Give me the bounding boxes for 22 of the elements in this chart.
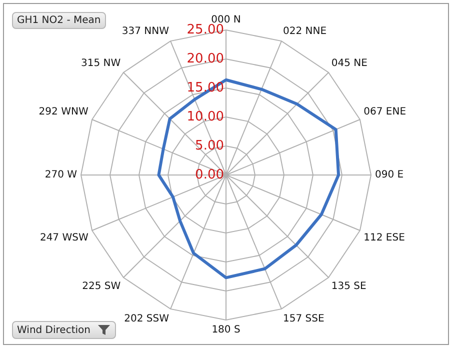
spoke-label: 270 W [44,170,78,181]
chart-title: GH1 NO2 - Mean [12,12,106,29]
spoke-label: 157 SSE [283,313,324,324]
spoke-label: 067 ENE [364,106,406,118]
spoke-label: 045 NE [331,58,368,70]
spoke-label: 315 NW [81,58,121,70]
spoke-label: 337 NNW [122,26,170,37]
y-tick-label: 10.00 [186,109,224,124]
y-tick-label: 25.00 [186,22,224,38]
spoke-label: 247 WSW [40,232,88,244]
y-tick-label: 5.00 [195,138,224,154]
spoke-label: 180 S [212,324,240,336]
spoke-label: 090 E [375,170,404,181]
spoke-label: 225 SW [82,280,121,292]
spoke-label: 292 WNW [38,106,88,118]
y-tick-label: 20.00 [186,51,224,66]
y-tick-label: 0.00 [195,167,224,182]
text: Wind Direction [17,324,90,336]
spoke-label: 112 ESE [364,232,405,244]
spoke-label: 022 NNE [283,26,327,37]
spoke-label: 202 SSW [124,313,170,324]
spoke-label: 135 SE [331,280,366,292]
